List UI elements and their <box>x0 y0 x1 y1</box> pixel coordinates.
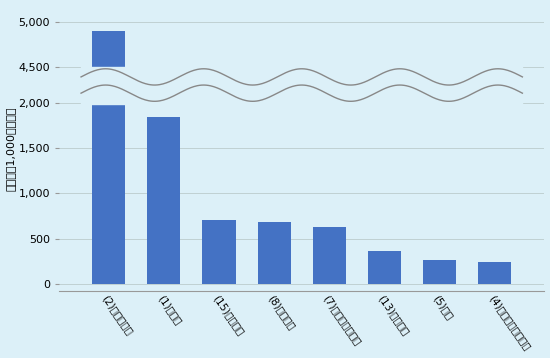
Bar <box>257 222 291 284</box>
Bar <box>313 227 346 284</box>
Bar <box>202 220 235 284</box>
Bar <box>423 260 456 284</box>
Bar <box>147 117 180 284</box>
Bar <box>478 262 512 284</box>
Bar <box>368 251 401 284</box>
Bar <box>92 31 125 284</box>
Y-axis label: 輸出額（1,000万タカ）: 輸出額（1,000万タカ） <box>6 106 15 190</box>
